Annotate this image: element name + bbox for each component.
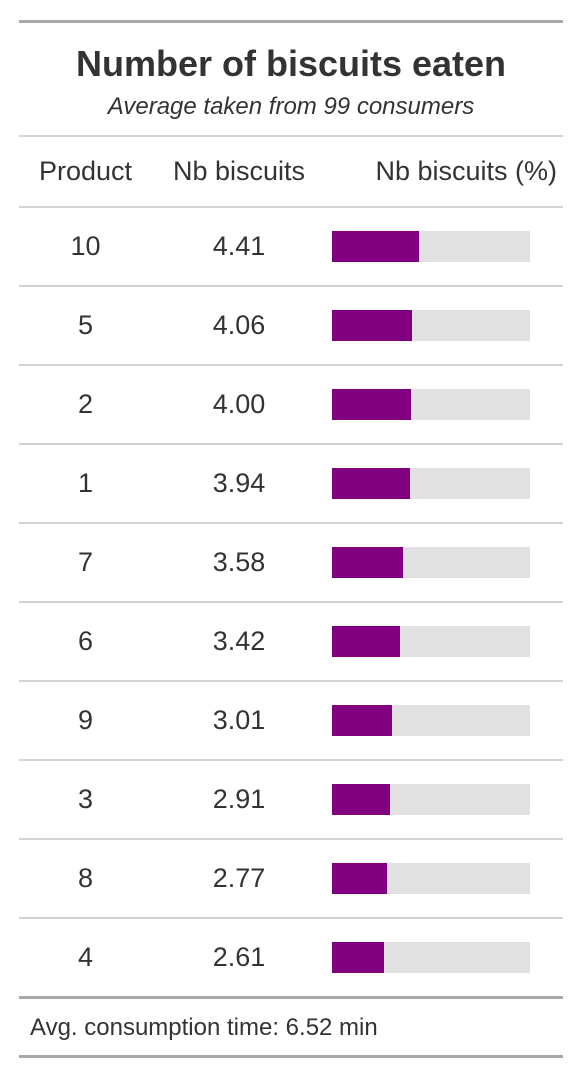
cell-bar [326, 626, 563, 657]
cell-product: 1 [77, 468, 94, 498]
bar-track [332, 863, 530, 894]
bar-track [332, 942, 530, 973]
cell-product: 2 [77, 389, 94, 419]
bar-track [332, 705, 530, 736]
cell-bar [326, 468, 563, 499]
bar-track [332, 468, 530, 499]
cell-bar [326, 547, 563, 578]
cell-product: 8 [77, 863, 94, 893]
bar-track [332, 231, 530, 262]
table-row: 10 4.41 [19, 208, 563, 287]
bar-fill [332, 626, 400, 657]
footer-rule [19, 1055, 563, 1058]
cell-product: 4 [77, 942, 94, 972]
cell-nb-biscuits: 2.77 [212, 863, 266, 893]
biscuits-table: Number of biscuits eaten Average taken f… [19, 20, 563, 1058]
cell-nb-biscuits: 4.41 [212, 231, 266, 261]
bar-track [332, 389, 530, 420]
bar-fill [332, 231, 420, 262]
cell-bar [326, 705, 563, 736]
table-footer: Avg. consumption time: 6.52 min [30, 1014, 378, 1041]
cell-bar [326, 389, 563, 420]
header-product: Product [38, 156, 133, 186]
bar-fill [332, 468, 410, 499]
cell-bar [326, 231, 563, 262]
bar-track [332, 547, 530, 578]
table-title: Number of biscuits eaten [75, 43, 507, 84]
bar-track [332, 784, 530, 815]
cell-product: 10 [70, 231, 101, 261]
bar-track [332, 626, 530, 657]
cell-product: 3 [77, 784, 94, 814]
cell-bar [326, 863, 563, 894]
bar-track [332, 310, 530, 341]
cell-nb-biscuits: 3.01 [212, 705, 266, 735]
cell-product: 6 [77, 626, 94, 656]
cell-product: 9 [77, 705, 94, 735]
bar-fill [332, 863, 387, 894]
cell-bar [326, 310, 563, 341]
table-row: 9 3.01 [19, 682, 563, 761]
cell-product: 5 [77, 310, 94, 340]
table-row: 7 3.58 [19, 524, 563, 603]
table-row: 5 4.06 [19, 287, 563, 366]
bar-fill [332, 784, 390, 815]
table-body: 10 4.41 5 4.06 2 4.00 1 3.94 7 3.58 6 3.42 9 3.01 3 2.9… [19, 208, 563, 996]
cell-nb-biscuits: 3.58 [212, 547, 266, 577]
table-subtitle: Average taken from 99 consumers [107, 93, 475, 120]
header-nb-biscuits: Nb biscuits [172, 156, 306, 186]
table-row: 3 2.91 [19, 761, 563, 840]
bar-fill [332, 942, 384, 973]
title-rule [19, 135, 563, 137]
table-row: 6 3.42 [19, 603, 563, 682]
cell-nb-biscuits: 4.06 [212, 310, 266, 340]
bar-fill [332, 310, 413, 341]
table-row: 8 2.77 [19, 840, 563, 919]
header-row: Product Nb biscuits Nb biscuits (%) [19, 137, 563, 206]
bar-fill [332, 389, 412, 420]
cell-nb-biscuits: 2.61 [212, 942, 266, 972]
cell-nb-biscuits: 3.94 [212, 468, 266, 498]
bar-fill [332, 705, 392, 736]
cell-nb-biscuits: 3.42 [212, 626, 266, 656]
cell-nb-biscuits: 4.00 [212, 389, 266, 419]
table-row: 2 4.00 [19, 366, 563, 445]
bottom-rule [19, 996, 563, 999]
table-row: 1 3.94 [19, 445, 563, 524]
bar-fill [332, 547, 403, 578]
cell-nb-biscuits: 2.91 [212, 784, 266, 814]
cell-bar [326, 784, 563, 815]
cell-bar [326, 942, 563, 973]
top-rule [19, 20, 563, 23]
table-row: 4 2.61 [19, 919, 563, 996]
header-rule [19, 206, 563, 208]
cell-product: 7 [77, 547, 94, 577]
header-nb-biscuits-pct: Nb biscuits (%) [375, 156, 557, 186]
